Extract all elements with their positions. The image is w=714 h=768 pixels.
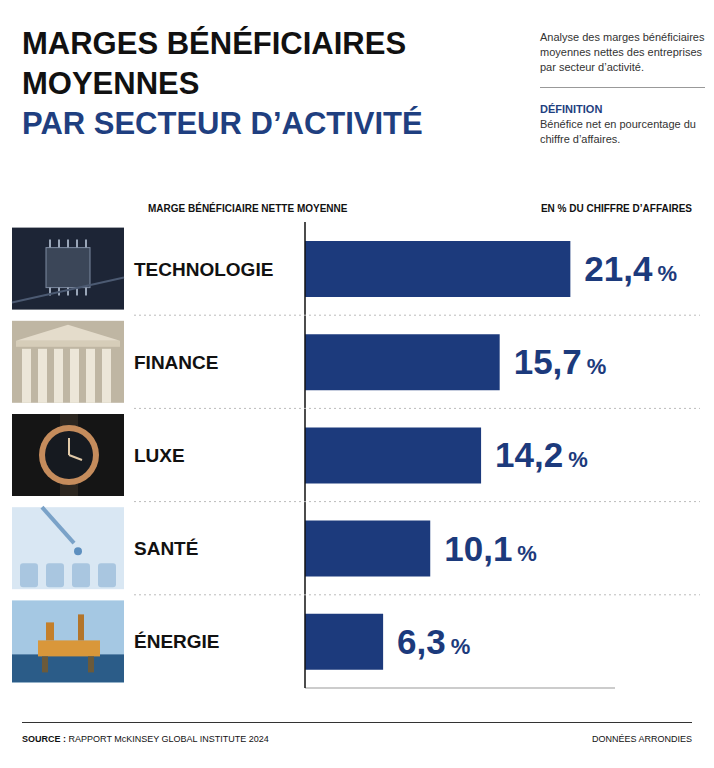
html-text:DÉFINITION: DÉFINITION xyxy=(540,103,603,115)
svg-text:ÉNERGIE: ÉNERGIE xyxy=(134,631,220,652)
svg-text:21,4%: 21,4% xyxy=(584,249,677,288)
html-text:PAR SECTEUR D’ACTIVITÉ: PAR SECTEUR D’ACTIVITÉ xyxy=(22,106,423,141)
html-text:DONNÉES ARRONDIES: DONNÉES ARRONDIES xyxy=(592,734,692,744)
svg-text:15,7%: 15,7% xyxy=(514,342,607,381)
svg-text:14,2%: 14,2% xyxy=(495,435,588,474)
svg-text:FINANCE: FINANCE xyxy=(134,352,218,373)
svg-text:LUXE: LUXE xyxy=(134,445,185,466)
html-text:MARGES BÉNÉFICIAIRES MOYENNES: MARGES BÉNÉFICIAIRES MOYENNES xyxy=(22,26,407,101)
html-text:Bénéfice net en pourcentage du: Bénéfice net en pourcentage du chiffre d… xyxy=(540,118,696,145)
html-text:SOURCE : RAPPORT McKINSEY GLOB: SOURCE : RAPPORT McKINSEY GLOBAL INSTITU… xyxy=(22,734,269,744)
html-text:EN % DU CHIFFRE D’AFFAIRES: EN % DU CHIFFRE D’AFFAIRES xyxy=(540,203,692,214)
svg-text:TECHNOLOGIE: TECHNOLOGIE xyxy=(134,259,273,280)
svg-text:SANTÉ: SANTÉ xyxy=(134,538,198,559)
svg-text:10,1%: 10,1% xyxy=(444,529,537,568)
html-text:Analyse des marges bénéficiair: Analyse des marges bénéficiaires moyenne… xyxy=(540,31,705,73)
svg-text:6,3%: 6,3% xyxy=(397,622,470,661)
html-text:MARGE BÉNÉFICIAIRE NETTE MOYEN: MARGE BÉNÉFICIAIRE NETTE MOYENNE xyxy=(148,203,348,214)
